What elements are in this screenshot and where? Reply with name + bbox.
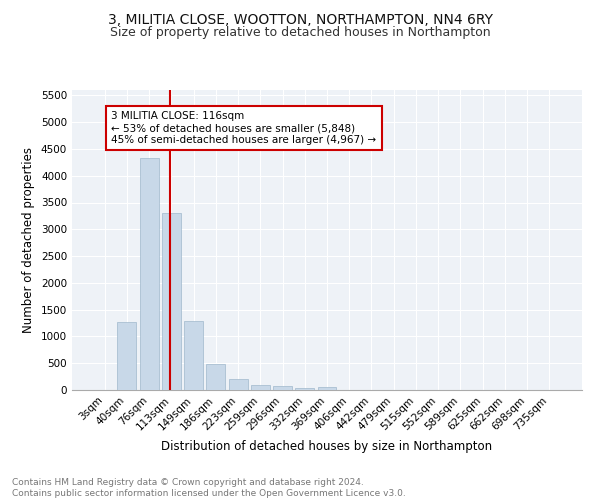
Bar xyxy=(206,364,225,390)
Bar xyxy=(162,213,181,390)
X-axis label: Distribution of detached houses by size in Northampton: Distribution of detached houses by size … xyxy=(161,440,493,453)
Bar xyxy=(140,158,158,390)
Text: Contains HM Land Registry data © Crown copyright and database right 2024.
Contai: Contains HM Land Registry data © Crown c… xyxy=(12,478,406,498)
Bar xyxy=(184,322,203,390)
Text: 3, MILITIA CLOSE, WOOTTON, NORTHAMPTON, NN4 6RY: 3, MILITIA CLOSE, WOOTTON, NORTHAMPTON, … xyxy=(107,12,493,26)
Bar xyxy=(118,322,136,390)
Bar xyxy=(295,388,314,390)
Y-axis label: Number of detached properties: Number of detached properties xyxy=(22,147,35,333)
Bar xyxy=(273,386,292,390)
Text: 3 MILITIA CLOSE: 116sqm
← 53% of detached houses are smaller (5,848)
45% of semi: 3 MILITIA CLOSE: 116sqm ← 53% of detache… xyxy=(112,112,376,144)
Text: Size of property relative to detached houses in Northampton: Size of property relative to detached ho… xyxy=(110,26,490,39)
Bar xyxy=(317,388,337,390)
Bar xyxy=(251,385,270,390)
Bar xyxy=(229,380,248,390)
